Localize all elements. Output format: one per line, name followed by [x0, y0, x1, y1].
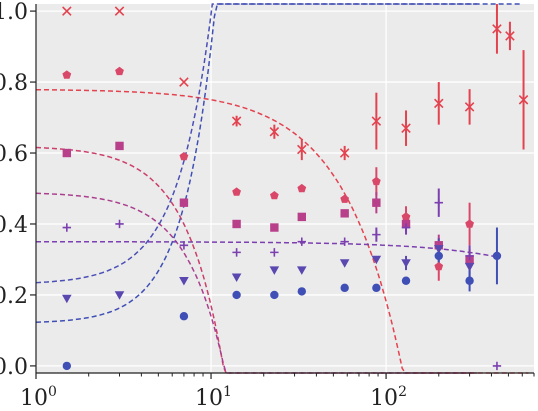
plus-marker: [232, 248, 241, 257]
square-marker: [62, 148, 72, 158]
circle-marker: [372, 283, 381, 293]
square-marker: [179, 198, 189, 207]
x-marker: [434, 98, 444, 109]
y-tick-label: 0.8: [0, 71, 28, 96]
plus-marker: [62, 223, 72, 232]
y-tick-label: 0.4: [0, 213, 28, 238]
circle-marker: [401, 276, 411, 285]
circle-marker: [297, 287, 306, 296]
x-tick-label: 100: [20, 384, 57, 411]
axes: [35, 4, 534, 374]
pentagon-marker: [232, 187, 241, 196]
pentagon-marker: [115, 66, 124, 76]
fit-curve: [35, 3, 520, 323]
square-marker: [297, 212, 306, 222]
x-marker: [114, 6, 125, 16]
plus-marker: [401, 223, 411, 232]
triangle-down-marker: [464, 262, 475, 272]
x-marker: [371, 116, 382, 126]
square-marker: [270, 223, 279, 232]
triangle-down-marker: [296, 266, 307, 275]
plus-marker: [270, 248, 279, 257]
triangle-down-marker: [433, 245, 444, 254]
circle-marker: [492, 251, 502, 261]
pentagon-marker: [179, 152, 189, 161]
x-marker: [179, 77, 189, 87]
x-marker: [401, 123, 411, 133]
plus-marker: [179, 241, 189, 250]
triangle-down-marker: [179, 277, 189, 286]
circle-marker: [232, 290, 241, 300]
square-marker: [372, 198, 381, 207]
plus-marker: [372, 230, 381, 239]
x-marker: [62, 6, 72, 16]
x-marker: [339, 148, 350, 158]
circle-marker: [434, 251, 443, 261]
triangle-down-marker: [269, 266, 280, 275]
pentagon-marker: [434, 262, 444, 271]
pentagon-marker: [297, 183, 307, 193]
plus-marker: [465, 251, 474, 261]
y-tick-label: 0.6: [0, 142, 28, 167]
circle-marker: [465, 276, 474, 285]
data-points: [62, 6, 529, 371]
x-marker: [231, 116, 242, 126]
circle-marker: [270, 290, 279, 300]
x-tick-label: 102: [370, 384, 407, 411]
x-marker: [464, 102, 475, 112]
triangle-down-marker: [371, 255, 382, 265]
circle-marker: [179, 312, 189, 321]
y-tick-label: 1.0: [0, 0, 28, 25]
x-marker: [492, 24, 502, 34]
triangle-down-marker: [339, 259, 350, 268]
plus-marker: [297, 237, 306, 246]
triangle-down-marker: [62, 294, 72, 304]
y-ticks: 0.0 0.2 0.4 0.6 0.8 1.0: [0, 0, 36, 380]
square-marker: [232, 219, 241, 229]
plot-area: [36, 4, 534, 373]
square-marker: [115, 141, 124, 151]
pentagon-marker: [465, 219, 474, 228]
plus-marker: [492, 361, 502, 371]
pentagon-marker: [270, 191, 279, 200]
plus-marker: [340, 237, 349, 246]
triangle-down-marker: [114, 291, 125, 300]
x-marker: [297, 144, 307, 155]
triangle-down-marker: [401, 259, 411, 268]
pentagon-marker: [401, 212, 411, 221]
x-ticks: 100 101 102: [20, 373, 535, 411]
y-tick-label: 0.0: [0, 355, 28, 380]
triangle-down-marker: [231, 273, 242, 283]
fit-curve: [36, 241, 498, 258]
y-tick-label: 0.2: [0, 284, 28, 309]
square-marker: [340, 209, 349, 218]
x-marker: [505, 31, 515, 41]
x-marker: [518, 95, 529, 105]
pentagon-marker: [372, 176, 381, 186]
pentagon-marker: [62, 70, 72, 79]
circle-marker: [340, 283, 349, 293]
x-marker: [269, 126, 280, 137]
plus-marker: [115, 219, 124, 229]
x-tick-label: 101: [195, 384, 232, 411]
circle-marker: [62, 361, 72, 371]
plus-marker: [434, 198, 443, 207]
pentagon-marker: [340, 194, 349, 203]
